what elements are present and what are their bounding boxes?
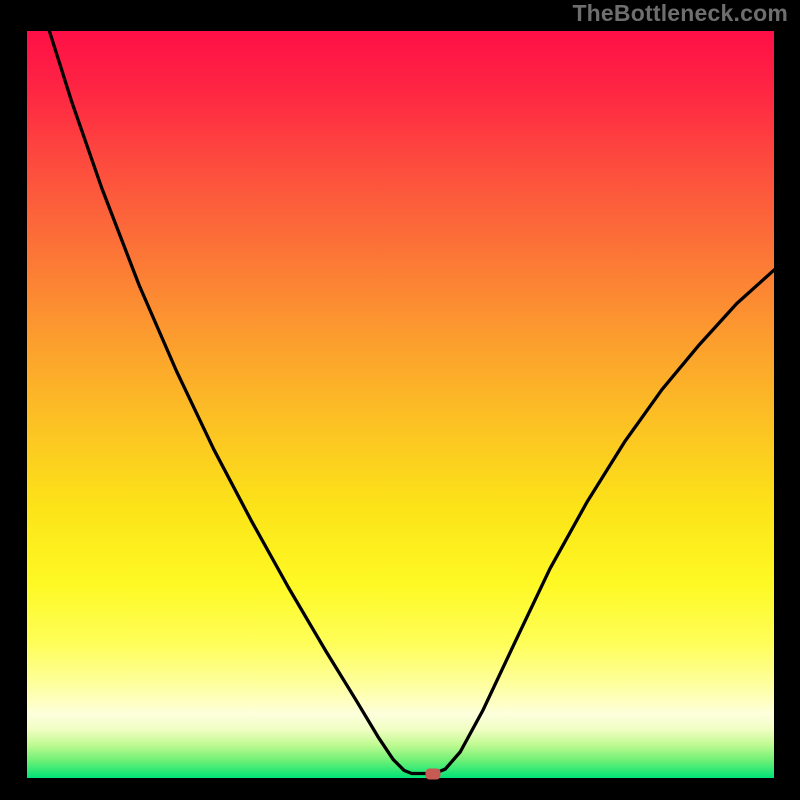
chart-stage: TheBottleneck.com [0, 0, 800, 800]
gradient-rect [27, 31, 774, 778]
optimum-marker [425, 768, 440, 779]
plot-area [27, 31, 774, 778]
watermark-text: TheBottleneck.com [572, 0, 788, 27]
plot-gradient-background [27, 31, 774, 778]
